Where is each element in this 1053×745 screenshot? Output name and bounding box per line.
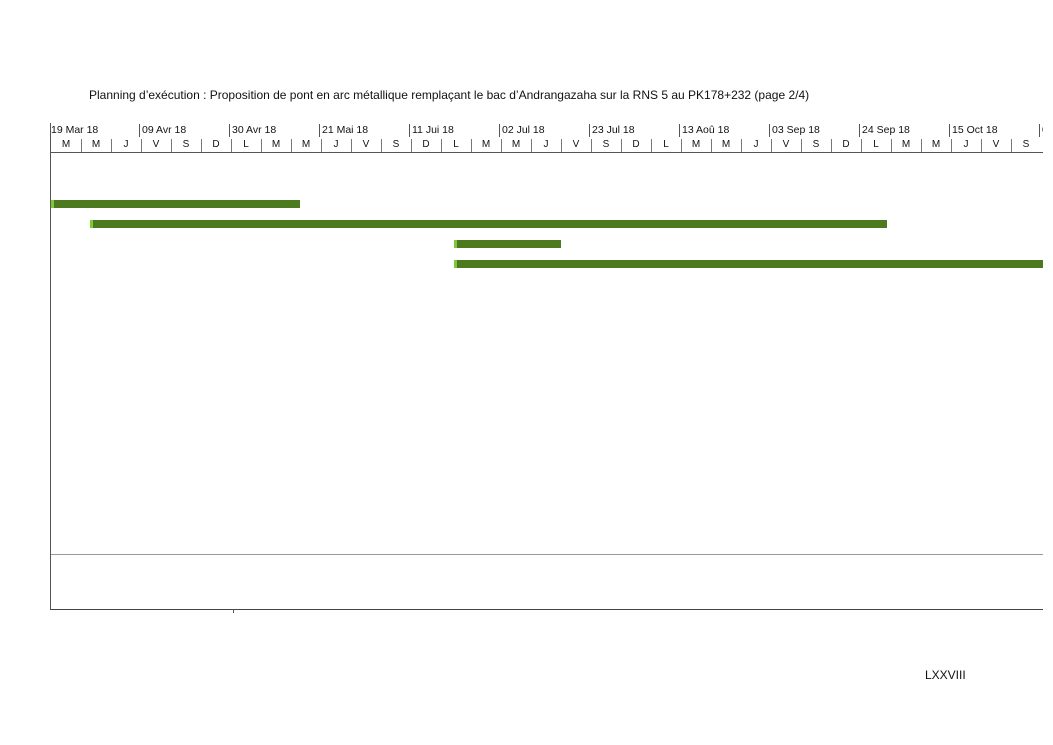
- timescale-separator: [411, 139, 412, 152]
- timescale-week-label: 30 Avr 18: [229, 124, 276, 137]
- timescale-day-letter: J: [963, 139, 969, 150]
- timescale-week-label: 11 Jui 18: [409, 124, 454, 137]
- timescale-week-label: 09 Avr 18: [139, 124, 186, 137]
- timescale-week-label: 02 Jul 18: [499, 124, 545, 137]
- timescale-separator: [891, 139, 892, 152]
- timescale-separator: [471, 139, 472, 152]
- timescale-day-letter: L: [453, 139, 459, 150]
- page-number: LXXVIII: [925, 668, 966, 682]
- timescale-day-letter: S: [182, 139, 190, 150]
- timescale-separator: [321, 139, 322, 152]
- timescale-week-label: 15 Oct 18: [949, 124, 998, 137]
- timescale-day-letter: M: [61, 139, 71, 150]
- timescale-separator: [561, 139, 562, 152]
- timescale-day-letter: V: [152, 139, 160, 150]
- timescale-week-label: 19 Mar 18: [51, 124, 99, 136]
- timescale-day-letter: D: [632, 139, 640, 150]
- timescale-separator: [831, 139, 832, 152]
- gantt-footer-divider: [51, 554, 1043, 555]
- gantt-chart: M M J V S D L M M J V S D L M M J V S D L M M J V S D L M M J V S 19 Mar …: [50, 123, 1043, 610]
- timescale-day-letter: L: [873, 139, 879, 150]
- timescale-day-letter: D: [212, 139, 220, 150]
- timescale-week-label: 21 Mai 18: [319, 124, 368, 137]
- timescale-separator: [591, 139, 592, 152]
- timescale-day-letter: S: [602, 139, 610, 150]
- page-title: Planning d’exécution : Proposition de po…: [89, 88, 810, 102]
- timescale-day-letter: V: [992, 139, 1000, 150]
- timescale-day-letter: M: [481, 139, 491, 150]
- timescale-separator: [231, 139, 232, 152]
- timescale-day-letter: V: [782, 139, 790, 150]
- timescale-separator: [261, 139, 262, 152]
- timescale-day-letter: J: [333, 139, 339, 150]
- timescale-day-letter: L: [663, 139, 669, 150]
- task-bar[interactable]: [453, 260, 1043, 268]
- timescale-separator: [921, 139, 922, 152]
- timescale-separator: [201, 139, 202, 152]
- timescale-separator: [711, 139, 712, 152]
- timescale-separator: [141, 139, 142, 152]
- timescale-week-label: 05 Nov 18: [1039, 124, 1043, 137]
- timescale-divider: [51, 152, 1043, 153]
- task-bar[interactable]: [51, 200, 300, 208]
- timescale-day-letter: M: [931, 139, 941, 150]
- timescale-separator: [111, 139, 112, 152]
- timescale-separator: [651, 139, 652, 152]
- timescale-week-label: 24 Sep 18: [859, 124, 910, 137]
- timescale: M M J V S D L M M J V S D L M M J V S D L M M J V S D L M M J V S 19 Mar …: [51, 123, 1043, 153]
- timescale-separator: [291, 139, 292, 152]
- timescale-separator: [621, 139, 622, 152]
- timescale-day-letter: S: [392, 139, 400, 150]
- timescale-day-letter: D: [422, 139, 430, 150]
- timescale-day-letter: M: [271, 139, 281, 150]
- timescale-separator: [981, 139, 982, 152]
- timescale-separator: [681, 139, 682, 152]
- timescale-separator: [1011, 139, 1012, 152]
- timescale-separator: [171, 139, 172, 152]
- footer-tick: [233, 609, 234, 613]
- timescale-separator: [801, 139, 802, 152]
- timescale-day-letter: J: [123, 139, 129, 150]
- timescale-day-letter: M: [511, 139, 521, 150]
- timescale-separator: [81, 139, 82, 152]
- timescale-separator: [441, 139, 442, 152]
- timescale-day-letter: L: [243, 139, 249, 150]
- timescale-separator: [771, 139, 772, 152]
- timescale-day-letter: M: [91, 139, 101, 150]
- timescale-day-letter: J: [543, 139, 549, 150]
- timescale-day-letter: S: [1022, 139, 1030, 150]
- timescale-separator: [381, 139, 382, 152]
- timescale-separator: [741, 139, 742, 152]
- timescale-day-letter: D: [842, 139, 850, 150]
- timescale-separator: [351, 139, 352, 152]
- timescale-week-label: 03 Sep 18: [769, 124, 820, 137]
- task-bar[interactable]: [89, 220, 887, 228]
- timescale-day-letter: S: [812, 139, 820, 150]
- timescale-week-label: 23 Jul 18: [589, 124, 635, 137]
- timescale-week-label: 13 Aoû 18: [679, 124, 729, 137]
- task-bar[interactable]: [453, 240, 561, 248]
- timescale-day-letter: M: [691, 139, 701, 150]
- timescale-day-letter: M: [901, 139, 911, 150]
- timescale-separator: [501, 139, 502, 152]
- timescale-separator: [861, 139, 862, 152]
- timescale-separator: [531, 139, 532, 152]
- timescale-day-letter: V: [362, 139, 370, 150]
- timescale-day-letter: J: [753, 139, 759, 150]
- timescale-separator: [951, 139, 952, 152]
- timescale-day-letter: V: [572, 139, 580, 150]
- timescale-day-letter: M: [721, 139, 731, 150]
- timescale-day-letter: M: [301, 139, 311, 150]
